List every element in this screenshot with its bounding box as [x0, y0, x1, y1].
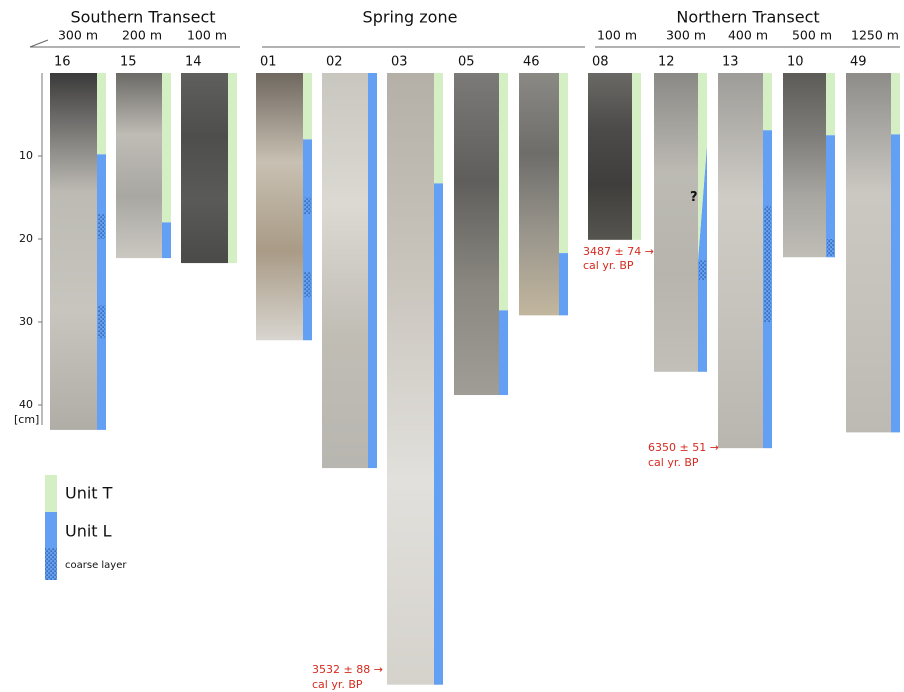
core-label: 05: [458, 55, 475, 70]
unit-l: [499, 310, 508, 396]
unit-l: [368, 73, 377, 469]
axis-tick-label: 10: [19, 149, 33, 162]
date-unit: cal yr. BP: [648, 456, 699, 469]
core-label: 02: [326, 55, 343, 70]
unit-transition-t-fill: [698, 145, 707, 261]
coarse-layer: [699, 260, 706, 281]
core-label: 13: [722, 55, 739, 70]
unit-t: [303, 73, 312, 140]
core-note: ?: [690, 190, 698, 205]
coarse-layer: [304, 197, 311, 215]
unit-t: [698, 73, 707, 146]
coarse-layer: [827, 239, 834, 256]
core-photo: [783, 73, 826, 258]
legend-label: coarse layer: [65, 560, 127, 571]
unit-t: [228, 73, 237, 264]
core-label: 03: [391, 55, 408, 70]
distance: 500 m: [792, 28, 832, 43]
core-photo: [181, 73, 228, 264]
unit-t: [162, 73, 171, 223]
core-photo: [322, 73, 368, 469]
core-label: 16: [54, 55, 71, 70]
unit-t: [97, 73, 106, 155]
core-label: 49: [850, 55, 867, 70]
legend-swatch-t: [45, 475, 57, 512]
unit-transition-l: [698, 145, 707, 261]
date-age: 6350 ± 51 →: [648, 441, 719, 454]
distance: 100 m: [187, 28, 227, 43]
distance: 400 m: [728, 28, 768, 43]
unit-l: [826, 135, 835, 258]
coarse-layer: [98, 214, 105, 239]
group-lines: [29, 39, 900, 48]
core-photo: [846, 73, 891, 433]
coarse-layer: [304, 272, 311, 298]
core-label: 10: [787, 55, 804, 70]
core-photo: [654, 73, 698, 372]
unit-l: [434, 183, 443, 685]
core-label: 46: [523, 55, 540, 70]
core-label: 01: [260, 55, 277, 70]
core-label: 15: [120, 55, 137, 70]
unit-l: [559, 253, 568, 316]
unit-t: [891, 73, 900, 135]
unit-t: [826, 73, 835, 136]
unit-l: [97, 154, 106, 430]
distance: 200 m: [122, 28, 162, 43]
group-title: Spring zone: [363, 8, 458, 27]
core-photo: [387, 73, 434, 685]
unit-l: [891, 134, 900, 433]
unit-l: [162, 222, 171, 259]
axis-tick-label: 40: [19, 398, 33, 411]
group-title: Southern Transect: [70, 8, 215, 27]
axis-tick-label: 30: [19, 315, 33, 328]
distance: 1250 m: [851, 28, 899, 43]
core-label: 12: [658, 55, 675, 70]
group-title: Northern Transect: [676, 8, 819, 27]
date-unit: cal yr. BP: [583, 259, 634, 272]
core-photo: [454, 73, 499, 396]
unit-l: [698, 260, 707, 372]
legend-label: Unit L: [65, 522, 112, 541]
legend-swatch-coarse: [45, 548, 57, 580]
coarse-layer: [764, 205, 771, 322]
core-photo: [588, 73, 632, 240]
unit-l: [303, 139, 312, 341]
axis-unit: [cm]: [14, 413, 39, 426]
core-photo: [50, 73, 97, 430]
core-photo: [519, 73, 559, 316]
core-label: 14: [185, 55, 202, 70]
coarse-layer: [98, 305, 105, 339]
unit-t: [632, 73, 641, 240]
distance: 300 m: [666, 28, 706, 43]
core-label: 08: [592, 55, 609, 70]
core-photo: [718, 73, 763, 449]
unit-t: [434, 73, 443, 184]
unit-t: [559, 73, 568, 254]
core-photo: [256, 73, 303, 341]
legend-label: Unit T: [65, 484, 113, 503]
distance: 100 m: [597, 28, 637, 43]
distance: 300 m: [58, 28, 98, 43]
date-age: 3487 ± 74 →: [583, 245, 654, 258]
unit-t: [763, 73, 772, 131]
date-unit: cal yr. BP: [312, 678, 363, 691]
axis-tick-label: 20: [19, 232, 33, 245]
date-age: 3532 ± 88 →: [312, 663, 383, 676]
unit-t: [499, 73, 508, 311]
core-photo: [116, 73, 162, 259]
